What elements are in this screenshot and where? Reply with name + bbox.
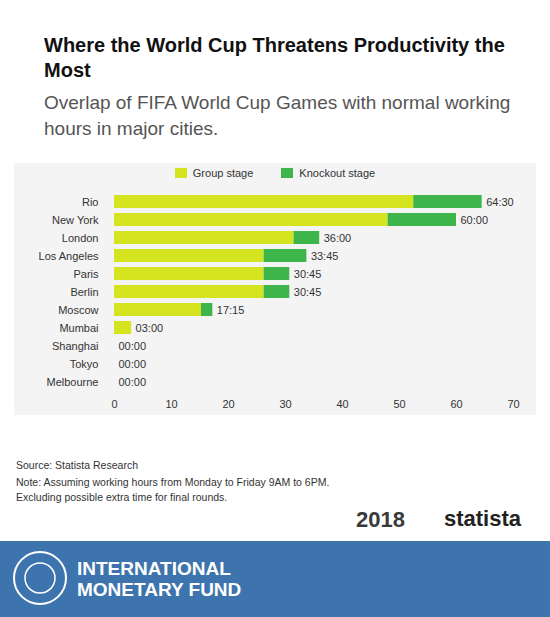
svg-text:Melbourne: Melbourne (47, 376, 99, 388)
svg-text:Berlin: Berlin (70, 286, 98, 298)
svg-text:30:45: 30:45 (294, 268, 322, 280)
svg-text:64:30: 64:30 (486, 196, 514, 208)
svg-text:30:45: 30:45 (294, 286, 322, 298)
svg-text:40: 40 (336, 398, 348, 410)
html-text:Note: Assuming working hours f: Note: Assuming working hours from Monday… (16, 476, 330, 488)
svg-text:London: London (62, 232, 99, 244)
svg-text:20: 20 (222, 398, 234, 410)
svg-text:Rio: Rio (82, 196, 99, 208)
svg-text:0: 0 (111, 398, 117, 410)
svg-text:03:00: 03:00 (136, 322, 164, 334)
html-text:Overlap of FIFA World Cup Game: Overlap of FIFA World Cup Games with nor… (44, 92, 511, 139)
html-text:Group stage: Group stage (192, 167, 254, 179)
html-text:Source: Statista Research: Source: Statista Research (16, 459, 138, 471)
html-text:2018: 2018 (356, 507, 405, 532)
svg-text:Paris: Paris (73, 268, 99, 280)
html-text:INTERNATIONAL MONETARY FUND: INTERNATIONAL MONETARY FUND (77, 558, 242, 600)
html-text:Excluding possible extra time: Excluding possible extra time for final … (16, 491, 228, 503)
svg-text:33:45: 33:45 (311, 250, 339, 262)
svg-text:Tokyo: Tokyo (70, 358, 99, 370)
svg-text:Los Angeles: Los Angeles (39, 250, 99, 262)
svg-text:60:00: 60:00 (461, 214, 489, 226)
svg-text:17:15: 17:15 (217, 304, 245, 316)
svg-text:50: 50 (393, 398, 405, 410)
svg-text:30: 30 (279, 398, 291, 410)
svg-text:New York: New York (52, 214, 99, 226)
html-text:statista: statista (444, 506, 521, 531)
svg-text:00:00: 00:00 (119, 340, 147, 352)
svg-text:60: 60 (450, 398, 462, 410)
svg-text:Mumbai: Mumbai (59, 322, 98, 334)
html-text:Knockout stage: Knockout stage (299, 167, 376, 179)
svg-text:Shanghai: Shanghai (52, 340, 99, 352)
svg-text:00:00: 00:00 (119, 376, 147, 388)
svg-text:36:00: 36:00 (324, 232, 352, 244)
svg-text:70: 70 (507, 398, 519, 410)
svg-text:10: 10 (165, 398, 177, 410)
html-text:Where the World Cup Threatens: Where the World Cup Threatens Productivi… (44, 34, 505, 81)
svg-text:00:00: 00:00 (119, 358, 147, 370)
svg-text:Moscow: Moscow (58, 304, 98, 316)
